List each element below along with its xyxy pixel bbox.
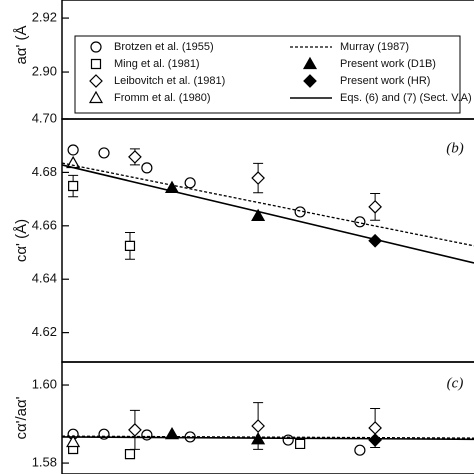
legend-marker <box>302 56 318 70</box>
data-point <box>124 240 136 251</box>
data-point <box>354 444 366 456</box>
data-point <box>141 162 153 174</box>
legend-box <box>74 35 461 114</box>
data-point <box>68 180 79 192</box>
y-tick-label: 2.90 <box>32 63 57 78</box>
data-point <box>141 429 153 441</box>
panel-label: (b) <box>446 140 464 156</box>
legend-label: Brotzen et al. (1955) <box>114 41 214 53</box>
legend-marker <box>90 41 102 53</box>
y-tick-label: 4.64 <box>32 271 57 286</box>
data-point <box>67 144 79 156</box>
y-tick-label: 1.58 <box>32 455 57 470</box>
data-point <box>124 448 136 460</box>
data-point <box>251 208 266 222</box>
panel-frame <box>61 118 474 363</box>
fit-line <box>61 162 474 247</box>
data-point <box>354 216 366 228</box>
fit-line <box>61 435 474 439</box>
legend-label: Present work (HR) <box>340 75 430 87</box>
y-tick-label: 1.60 <box>32 376 57 391</box>
legend-marker <box>89 74 103 88</box>
legend-label: Leibovitch et al. (1981) <box>114 75 225 87</box>
legend-label: Fromm et al. (1980) <box>114 92 211 104</box>
data-point <box>368 433 382 447</box>
y-tick-label: 4.70 <box>32 110 57 125</box>
legend-label: Eqs. (6) and (7) (Sect. V.A) <box>340 92 472 104</box>
legend-label: Present work (D1B) <box>340 58 436 70</box>
data-point <box>282 434 294 446</box>
data-point <box>368 421 382 435</box>
data-point <box>98 147 110 159</box>
data-point <box>295 438 306 450</box>
data-point <box>128 423 142 437</box>
y-axis-label: aα' (Å <box>13 25 30 64</box>
data-point <box>164 426 180 440</box>
legend-marker <box>88 90 104 104</box>
panel-label: (c) <box>447 375 464 391</box>
y-tick-label: 4.68 <box>32 164 57 179</box>
data-point <box>184 177 196 189</box>
y-tick-label: 2.92 <box>32 10 57 25</box>
data-point <box>368 200 382 214</box>
legend-marker <box>303 74 317 88</box>
fit-line <box>61 436 474 441</box>
y-axis-label: cα'/aα' <box>13 396 30 439</box>
legend-label: Ming et al. (1981) <box>114 58 200 70</box>
y-tick-label: 4.62 <box>32 324 57 339</box>
data-point <box>251 419 265 433</box>
data-point <box>128 150 142 164</box>
fit-line <box>61 164 474 264</box>
data-point <box>251 171 265 185</box>
legend-label: Murray (1987) <box>340 41 409 53</box>
data-point <box>66 434 81 448</box>
panel-frame <box>61 361 474 474</box>
y-tick-label: 4.66 <box>32 217 57 232</box>
legend-marker <box>90 58 102 70</box>
y-axis-label: cα' (Å) <box>13 219 30 262</box>
